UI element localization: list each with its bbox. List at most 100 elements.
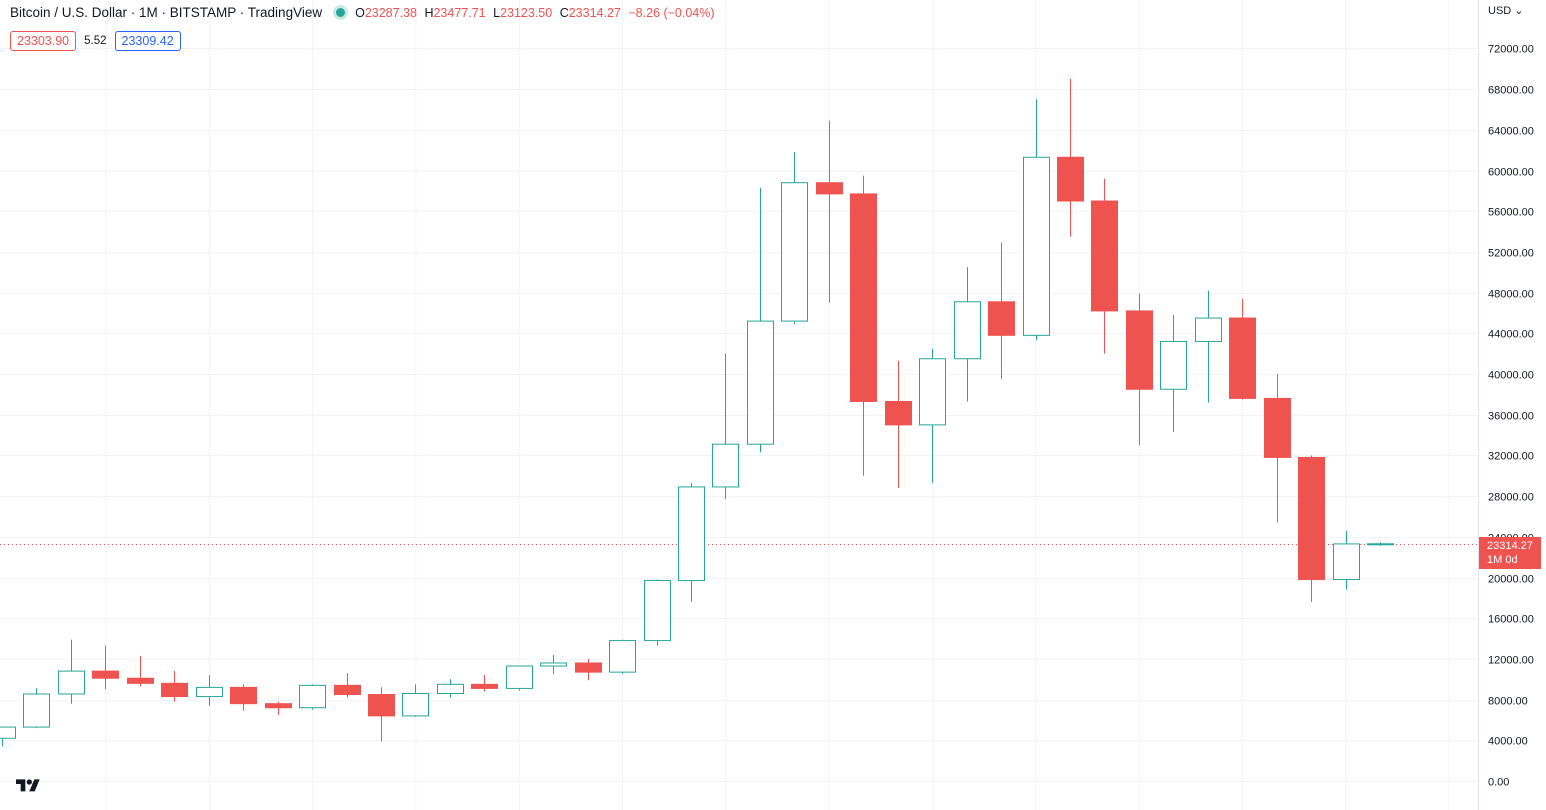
candle[interactable] [437, 679, 464, 698]
candle-body-down [230, 686, 257, 705]
candle[interactable] [816, 120, 843, 303]
candle[interactable] [988, 242, 1015, 380]
candle-body-up [1367, 543, 1394, 546]
candle[interactable] [575, 658, 602, 681]
candle[interactable] [471, 675, 498, 692]
candle-body-up [712, 443, 739, 488]
y-tick-label: 64000.00 [1488, 126, 1534, 138]
candle[interactable] [1333, 530, 1360, 590]
candle[interactable] [299, 684, 326, 710]
candle[interactable] [1057, 78, 1084, 237]
candle[interactable] [196, 675, 223, 706]
y-tick-label: 4000.00 [1488, 736, 1528, 748]
candle[interactable] [1298, 455, 1325, 602]
candle[interactable] [954, 267, 981, 402]
candle[interactable] [781, 152, 808, 325]
candle[interactable] [540, 654, 567, 675]
candle[interactable] [1023, 99, 1050, 341]
candle[interactable] [1160, 314, 1187, 432]
grid-lines [0, 0, 1478, 810]
candle[interactable] [402, 684, 429, 717]
candle[interactable] [609, 639, 636, 675]
close-value: 23314.27 [568, 5, 621, 20]
candle[interactable] [1195, 290, 1222, 403]
candle[interactable] [265, 701, 292, 715]
candle[interactable] [506, 665, 533, 691]
candle-body-up [506, 665, 533, 689]
candle-body-up [781, 182, 808, 322]
candle-body-up [437, 683, 464, 694]
candle[interactable] [161, 671, 188, 702]
candle[interactable] [1126, 293, 1153, 446]
candle[interactable] [1264, 374, 1291, 523]
candle[interactable] [230, 684, 257, 711]
y-tick-label: 32000.00 [1488, 451, 1534, 463]
y-tick-label: 48000.00 [1488, 289, 1534, 301]
candle[interactable] [919, 348, 946, 483]
y-tick-label: 12000.00 [1488, 655, 1534, 667]
y-tick-label: 72000.00 [1488, 44, 1534, 56]
candle-body-down [265, 703, 292, 709]
candle-body-up [1195, 317, 1222, 342]
last-price-label: 23314.27 [1487, 539, 1533, 552]
candle[interactable] [1091, 178, 1118, 354]
open-key: O [355, 5, 365, 20]
candle-body-down [1264, 397, 1291, 458]
candle-body-up [747, 320, 774, 445]
candle-body-down [575, 662, 602, 673]
candle[interactable] [92, 645, 119, 690]
candle-body-down [1229, 317, 1256, 399]
candle-body-down [127, 677, 154, 684]
candle-body-down [161, 682, 188, 698]
candle[interactable] [23, 688, 50, 729]
y-tick-label: 40000.00 [1488, 370, 1534, 382]
candle[interactable] [127, 655, 154, 687]
candle-body-down [368, 694, 395, 717]
candle-body-down [334, 684, 361, 696]
candle-body-up [919, 358, 946, 426]
y-tick-label: 68000.00 [1488, 85, 1534, 97]
candle-body-down [1126, 310, 1153, 390]
candle[interactable] [0, 726, 16, 747]
candle-body-up [402, 692, 429, 717]
candle-body-down [471, 683, 498, 689]
candle-body-up [58, 670, 85, 695]
market-status-icon [336, 8, 346, 17]
bar-countdown: 1M 0d [1487, 553, 1518, 566]
candle[interactable] [885, 360, 912, 488]
y-tick-label: 60000.00 [1488, 167, 1534, 179]
candles-layer [0, 78, 1394, 747]
candle[interactable] [678, 482, 705, 602]
tradingview-logo-icon[interactable] [16, 776, 40, 796]
candle[interactable] [1367, 542, 1394, 546]
candle[interactable] [58, 639, 85, 704]
buy-button[interactable]: 23309.42 [114, 31, 181, 51]
candle[interactable] [644, 579, 671, 646]
candle-body-up [678, 486, 705, 582]
y-tick-label: 28000.00 [1488, 492, 1534, 504]
price-axis[interactable]: 0.00 4000.00 8000.00 12000.00 16000.00 20000.… [1488, 44, 1534, 789]
candle[interactable] [712, 353, 739, 500]
candle[interactable] [1229, 298, 1256, 400]
high-value: 23477.71 [433, 5, 486, 20]
y-tick-label: 0.00 [1488, 777, 1509, 789]
candle[interactable] [850, 175, 877, 476]
candle[interactable] [334, 673, 361, 698]
candle-body-up [1023, 156, 1050, 336]
last-price-tag: 23314.27 1M 0d [1479, 536, 1541, 569]
y-tick-label: 20000.00 [1488, 574, 1534, 586]
candle-body-down [816, 182, 843, 195]
low-value: 23123.50 [500, 5, 553, 20]
candle[interactable] [368, 687, 395, 742]
open-value: 23287.38 [364, 5, 417, 20]
candle[interactable] [747, 187, 774, 453]
symbol-title[interactable]: Bitcoin / U.S. Dollar · 1M · BITSTAMP · … [10, 5, 323, 20]
ohlc-values: O23287.38 H23477.71 L23123.50 C23314.27 … [355, 6, 718, 20]
high-key: H [424, 5, 434, 20]
symbol-legend: Bitcoin / U.S. Dollar · 1M · BITSTAMP · … [10, 5, 719, 20]
candle-body-up [1160, 340, 1187, 390]
sell-button[interactable]: 23303.90 [10, 31, 77, 51]
candle-body-up [0, 726, 16, 739]
currency-selector[interactable]: USD ⌄ [1488, 5, 1524, 17]
